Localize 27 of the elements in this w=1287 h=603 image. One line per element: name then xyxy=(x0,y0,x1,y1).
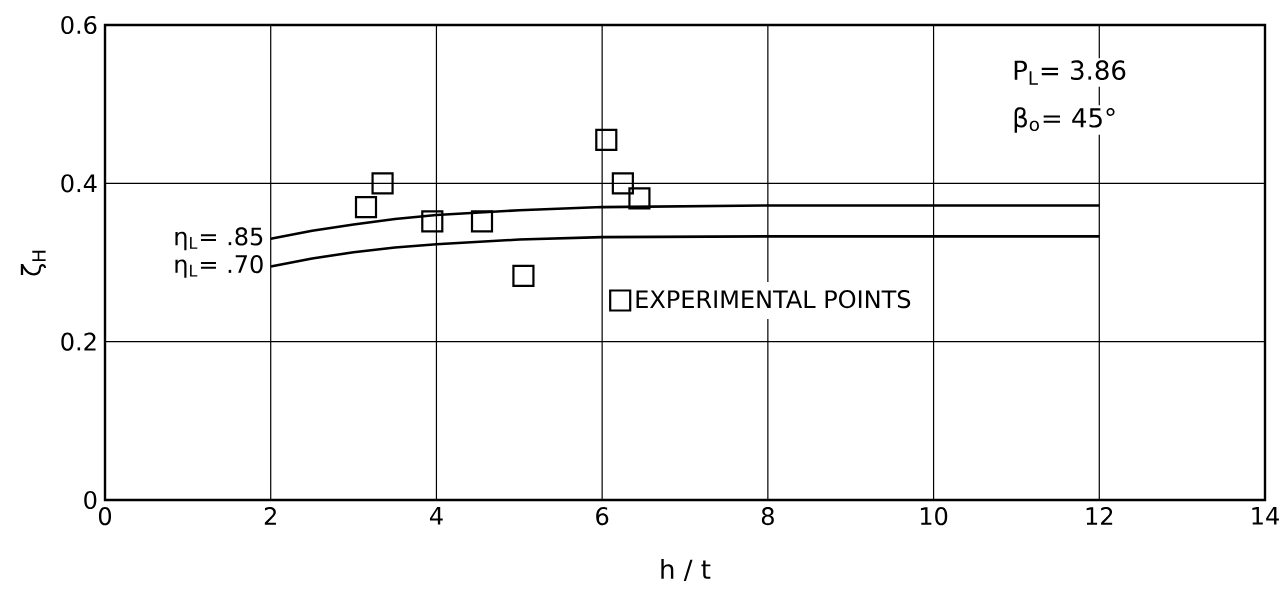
y-axis-title: ζ$_{H}$ xyxy=(20,250,47,276)
point xyxy=(354,195,378,219)
y-tick-label: 0.6 xyxy=(61,15,97,35)
y-tick-label: 0.2 xyxy=(61,332,96,351)
x-tick-label: 14 xyxy=(1252,507,1279,525)
x-axis-title: h / t xyxy=(661,558,711,582)
series-label: η$_{L}$= .70 xyxy=(175,255,263,278)
point xyxy=(512,264,535,288)
annotation: P$_{L}$= 3.86 xyxy=(1014,60,1126,85)
point xyxy=(628,187,651,210)
x-tick-label: 0 xyxy=(98,507,112,526)
legend-label: EXPERIMENTAL POINTS xyxy=(636,290,911,309)
x-tick-label: 8 xyxy=(761,507,774,526)
y-tick-label: 0.4 xyxy=(61,174,97,193)
x-tick-label: 4 xyxy=(429,507,443,525)
x-tick-label: 10 xyxy=(920,507,948,526)
point xyxy=(470,210,494,233)
x-tick-label: 12 xyxy=(1086,507,1113,525)
point xyxy=(421,210,444,233)
point xyxy=(595,128,618,151)
point xyxy=(611,172,634,195)
x-tick-label: 6 xyxy=(596,507,609,526)
annotation: β$_{o}$= 45° xyxy=(1014,107,1115,133)
x-tick-label: 2 xyxy=(264,507,276,525)
series-label: η$_{L}$= .85 xyxy=(175,227,263,251)
point xyxy=(371,172,394,195)
y-tick-label: 0 xyxy=(84,490,97,510)
